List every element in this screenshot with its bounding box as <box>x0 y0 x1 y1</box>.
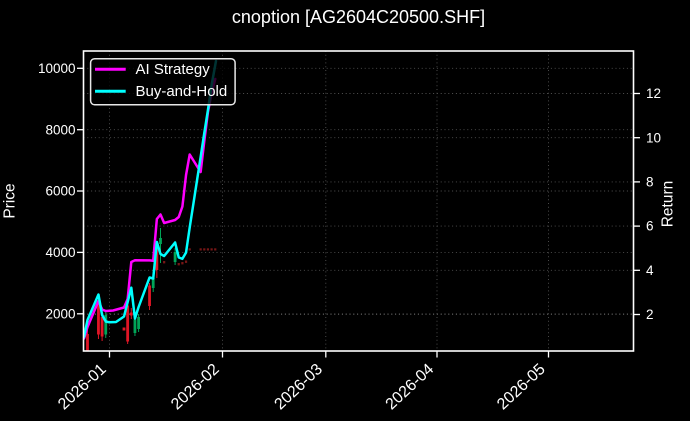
svg-text:4: 4 <box>646 263 654 278</box>
svg-text:12: 12 <box>646 86 661 101</box>
svg-text:Buy-and-Hold: Buy-and-Hold <box>136 83 228 100</box>
svg-text:2000: 2000 <box>45 306 75 321</box>
svg-text:8000: 8000 <box>45 122 75 137</box>
svg-text:8: 8 <box>646 175 654 190</box>
svg-text:10: 10 <box>646 130 661 145</box>
svg-text:cnoption [AG2604C20500.SHF]: cnoption [AG2604C20500.SHF] <box>232 7 485 27</box>
svg-text:6: 6 <box>646 219 654 234</box>
svg-text:10000: 10000 <box>38 61 76 76</box>
svg-text:AI Strategy: AI Strategy <box>136 61 211 78</box>
svg-text:Price: Price <box>2 183 19 218</box>
svg-text:4000: 4000 <box>45 245 75 260</box>
svg-text:6000: 6000 <box>45 184 75 199</box>
svg-text:2: 2 <box>646 307 654 322</box>
svg-text:Return: Return <box>660 181 677 228</box>
